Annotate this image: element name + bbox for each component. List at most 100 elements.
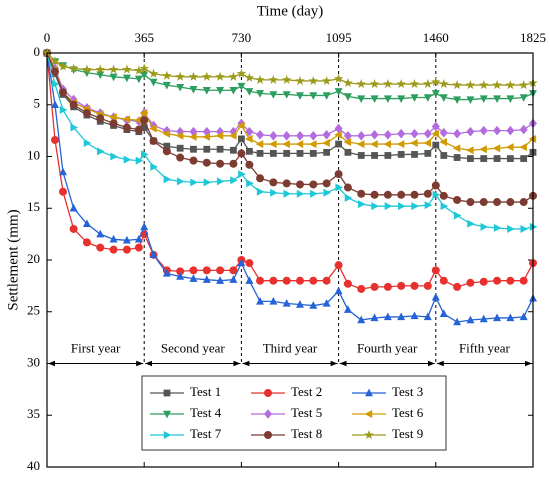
data-point bbox=[176, 153, 185, 162]
data-point bbox=[321, 75, 332, 85]
data-point bbox=[506, 155, 514, 162]
data-point bbox=[245, 276, 254, 284]
data-point bbox=[431, 266, 440, 275]
data-point bbox=[383, 79, 393, 89]
data-point bbox=[162, 81, 171, 90]
data-point bbox=[190, 145, 197, 153]
data-point bbox=[465, 80, 476, 90]
legend-marker bbox=[264, 409, 272, 419]
legend-label: Test 5 bbox=[291, 405, 322, 420]
data-point bbox=[189, 132, 197, 141]
data-point bbox=[245, 259, 254, 268]
y-tick-label: 35 bbox=[27, 406, 40, 421]
data-point bbox=[323, 188, 332, 197]
data-point bbox=[163, 175, 172, 184]
data-point bbox=[397, 190, 406, 199]
data-point bbox=[335, 140, 342, 148]
data-point bbox=[295, 92, 304, 100]
data-point bbox=[176, 177, 185, 186]
data-point bbox=[370, 95, 379, 103]
data-point bbox=[190, 178, 198, 187]
data-point bbox=[479, 314, 488, 323]
data-point bbox=[493, 198, 502, 207]
data-point bbox=[135, 156, 144, 165]
data-point bbox=[295, 180, 304, 189]
data-point bbox=[323, 148, 331, 156]
data-point bbox=[322, 179, 331, 188]
data-point bbox=[423, 94, 432, 102]
data-point bbox=[110, 152, 118, 161]
data-point bbox=[519, 94, 528, 102]
period-label: Fourth year bbox=[357, 340, 418, 355]
data-point bbox=[357, 152, 365, 159]
data-point bbox=[139, 63, 149, 73]
data-point bbox=[269, 91, 278, 99]
data-point bbox=[51, 80, 60, 89]
data-point bbox=[322, 299, 331, 307]
data-point bbox=[384, 152, 392, 159]
data-point bbox=[309, 301, 318, 309]
data-point bbox=[397, 202, 406, 211]
data-point bbox=[370, 282, 379, 291]
data-point bbox=[269, 297, 278, 305]
data-point bbox=[283, 149, 291, 157]
data-point bbox=[397, 95, 406, 103]
data-point bbox=[423, 128, 432, 139]
data-point bbox=[397, 128, 406, 139]
data-point bbox=[282, 179, 291, 188]
data-point bbox=[70, 123, 79, 132]
series-line bbox=[46, 52, 534, 86]
data-point bbox=[431, 90, 440, 98]
data-point bbox=[236, 68, 247, 78]
data-point bbox=[149, 124, 157, 133]
data-point bbox=[229, 275, 238, 283]
data-point bbox=[256, 174, 265, 183]
x-tick-label: 0 bbox=[44, 30, 51, 45]
data-point bbox=[309, 180, 318, 189]
y-tick-label: 20 bbox=[27, 251, 40, 266]
data-point bbox=[439, 309, 448, 318]
data-point bbox=[439, 94, 448, 102]
data-point bbox=[268, 74, 279, 84]
data-point bbox=[397, 281, 406, 290]
data-point bbox=[423, 312, 432, 321]
data-point bbox=[230, 146, 237, 154]
data-point bbox=[357, 95, 366, 103]
plot-frame bbox=[46, 52, 534, 468]
data-point bbox=[334, 123, 343, 134]
data-point bbox=[269, 178, 278, 187]
data-point bbox=[371, 152, 378, 159]
data-point bbox=[453, 195, 462, 204]
data-point bbox=[369, 79, 380, 89]
data-point bbox=[50, 100, 59, 108]
data-point bbox=[493, 223, 502, 232]
data-point bbox=[176, 267, 185, 276]
y-tick-label: 40 bbox=[27, 458, 40, 473]
data-point bbox=[519, 312, 528, 321]
data-point bbox=[50, 56, 60, 66]
data-point bbox=[431, 129, 439, 138]
data-point bbox=[134, 234, 143, 243]
data-point bbox=[506, 95, 515, 103]
data-point bbox=[410, 311, 419, 320]
data-point bbox=[189, 266, 198, 275]
data-point bbox=[256, 297, 265, 305]
data-point bbox=[69, 203, 78, 212]
data-point bbox=[59, 105, 68, 114]
data-point bbox=[122, 245, 131, 254]
data-point bbox=[431, 121, 440, 132]
data-point bbox=[453, 96, 462, 104]
data-point bbox=[122, 115, 131, 124]
data-point bbox=[383, 282, 392, 291]
data-point bbox=[269, 131, 278, 141]
data-point bbox=[202, 266, 211, 275]
x-axis-label: Time (day) bbox=[257, 3, 324, 19]
data-point bbox=[229, 131, 237, 140]
data-point bbox=[283, 189, 292, 198]
data-point bbox=[82, 64, 92, 74]
data-point bbox=[245, 160, 254, 169]
data-point bbox=[383, 190, 392, 199]
data-point bbox=[149, 78, 158, 87]
data-point bbox=[344, 193, 353, 202]
data-point bbox=[322, 92, 331, 100]
